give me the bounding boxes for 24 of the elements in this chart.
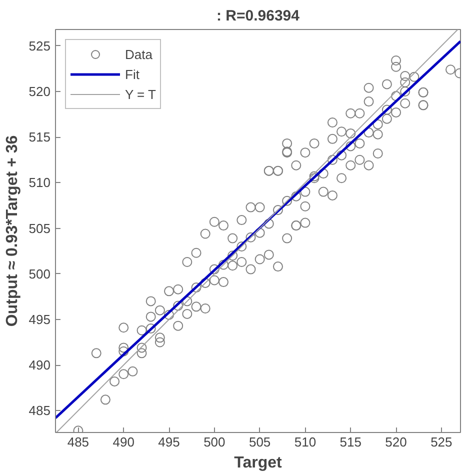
y-tick-label: 510 [28,175,51,190]
y-tick-label: 500 [28,266,51,282]
x-tick-label: 490 [112,434,134,450]
y-tick-label: 485 [28,403,51,418]
y-tick-label: 515 [28,130,51,145]
legend-label: Y = T [125,86,156,102]
y-axis-title: Output ≈ 0.93*Target + 36 [4,135,21,327]
x-tick-label: 515 [340,434,362,450]
x-tick-label: 510 [294,434,316,450]
y-tick-label: 490 [28,358,51,373]
chart-title: : R=0.96394 [216,8,300,24]
legend-label: Fit [125,66,140,82]
x-tick-label: 520 [385,434,407,450]
y-tick-label: 495 [28,312,51,327]
x-tick-label: 505 [248,434,271,450]
x-tick-label: 500 [204,434,226,450]
x-axis-title: Target [234,454,283,472]
legend-label: Data [125,46,152,62]
x-tick-label: 495 [158,434,180,450]
y-tick-label: 520 [28,84,51,99]
x-tick-label: 525 [430,434,452,450]
x-tick-label: 485 [67,434,90,450]
y-tick-label: 525 [28,38,51,54]
y-tick-label: 505 [28,220,51,236]
